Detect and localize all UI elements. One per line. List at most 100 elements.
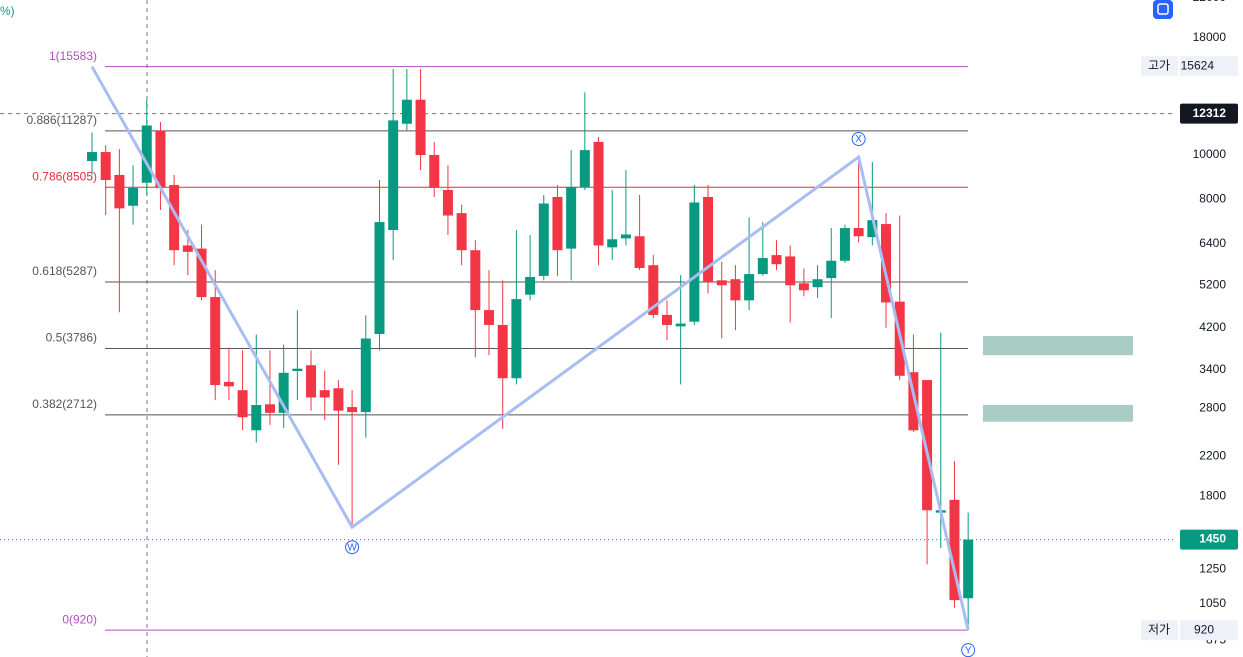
fib-label: 0.382(2712) bbox=[32, 397, 97, 411]
wave-line bbox=[90, 65, 970, 631]
candle-body bbox=[525, 276, 536, 295]
candle-body bbox=[306, 365, 317, 398]
candle-body bbox=[360, 338, 371, 413]
fib-label: 0.786(8505) bbox=[32, 169, 97, 183]
y-tick-label: 3400 bbox=[1199, 362, 1226, 376]
marker-value: 15624 bbox=[1181, 58, 1215, 72]
candle-body bbox=[757, 258, 768, 275]
candle-body bbox=[415, 99, 426, 156]
candle-body bbox=[196, 248, 207, 298]
candle-body bbox=[853, 228, 864, 237]
candle-body bbox=[566, 186, 577, 249]
candle-body bbox=[128, 187, 139, 206]
candle-body bbox=[155, 130, 166, 188]
y-tick-label: 5200 bbox=[1199, 277, 1226, 291]
candle-body bbox=[771, 255, 782, 265]
fib-label: 0.886(11287) bbox=[27, 113, 98, 127]
candle-body bbox=[798, 283, 809, 291]
candle-body bbox=[251, 404, 262, 431]
candle-body bbox=[442, 189, 453, 216]
wave-label: X bbox=[855, 134, 862, 145]
fib-label: 0(920) bbox=[62, 612, 97, 626]
candle-body bbox=[675, 323, 686, 327]
candle-body bbox=[963, 539, 974, 599]
wave-badge bbox=[851, 132, 866, 147]
candle-body bbox=[456, 213, 467, 251]
candle-body bbox=[511, 299, 522, 379]
candle-body bbox=[141, 125, 152, 183]
candle-body bbox=[552, 196, 563, 251]
marker-tag-box bbox=[1141, 56, 1178, 77]
candle-body bbox=[908, 372, 919, 431]
candle-body bbox=[538, 203, 549, 276]
candle-body bbox=[347, 407, 358, 413]
candle-body bbox=[785, 256, 796, 286]
fib-label: 0.5(3786) bbox=[46, 331, 97, 345]
y-tick-label: 8000 bbox=[1199, 192, 1226, 206]
y-tick-label: 2200 bbox=[1199, 449, 1226, 463]
candle-body bbox=[169, 185, 180, 251]
candle-body bbox=[648, 265, 659, 315]
y-tick-label: 22000 bbox=[1193, 0, 1227, 4]
candle-body bbox=[593, 141, 604, 246]
candle-body bbox=[374, 222, 385, 335]
candle-body bbox=[579, 150, 590, 187]
candle-body bbox=[223, 381, 234, 387]
candle-body bbox=[922, 380, 933, 511]
candle-body bbox=[470, 250, 481, 311]
candle-body bbox=[114, 174, 125, 209]
candle-body bbox=[484, 310, 495, 325]
candle-body bbox=[703, 196, 714, 283]
candle-body bbox=[401, 99, 412, 124]
icon-glyph bbox=[1157, 3, 1169, 15]
icon-button[interactable] bbox=[1153, 0, 1173, 19]
candle-body bbox=[237, 390, 248, 418]
candle-body bbox=[826, 260, 837, 279]
candle-body bbox=[278, 372, 289, 413]
candle-body bbox=[812, 279, 823, 288]
last-price-label: 1450 bbox=[1199, 532, 1226, 546]
candle-body bbox=[292, 368, 303, 372]
candle-body bbox=[949, 499, 960, 601]
candle-body bbox=[867, 220, 878, 238]
candle-body bbox=[839, 228, 850, 261]
marker-value-box bbox=[1180, 620, 1238, 641]
candle-body bbox=[497, 324, 508, 379]
candle-body bbox=[264, 404, 275, 413]
last-price-box bbox=[1180, 529, 1238, 550]
wave-badge bbox=[345, 540, 360, 555]
wave-label: Y bbox=[965, 645, 972, 656]
candle-body bbox=[429, 155, 440, 188]
zone bbox=[983, 336, 1133, 356]
marker-tag: 저가 bbox=[1148, 622, 1170, 636]
y-tick-label: 4200 bbox=[1199, 320, 1226, 334]
y-tick-label: 10000 bbox=[1193, 147, 1227, 161]
candle-body bbox=[182, 245, 193, 252]
candle-body bbox=[661, 314, 672, 325]
candle-body bbox=[716, 280, 727, 286]
y-tick-label: 1250 bbox=[1199, 561, 1226, 575]
marker-value: 920 bbox=[1194, 622, 1214, 636]
candle-body bbox=[607, 239, 618, 248]
legend-fragment: %) bbox=[0, 4, 15, 18]
candle-body bbox=[319, 390, 330, 398]
candle-body bbox=[210, 297, 221, 386]
candle-body bbox=[333, 388, 344, 411]
y-tick-label: 1050 bbox=[1199, 596, 1226, 610]
candle-body bbox=[388, 120, 399, 231]
marker-tag-box bbox=[1141, 620, 1178, 641]
crosshair-price-label: 12312 bbox=[1193, 106, 1227, 120]
fib-label: 0.618(5287) bbox=[32, 264, 97, 278]
wave-label: W bbox=[347, 542, 357, 553]
y-tick-label: 18000 bbox=[1193, 30, 1227, 44]
candle-body bbox=[730, 279, 741, 301]
candle-body bbox=[881, 224, 892, 303]
candle-body bbox=[100, 152, 111, 181]
y-tick-label: 6400 bbox=[1199, 236, 1226, 250]
layout-icon[interactable] bbox=[1153, 0, 1173, 19]
candle-body bbox=[744, 274, 755, 301]
marker-tag: 고가 bbox=[1148, 58, 1170, 72]
zone bbox=[983, 404, 1133, 422]
candle-body bbox=[634, 236, 645, 269]
